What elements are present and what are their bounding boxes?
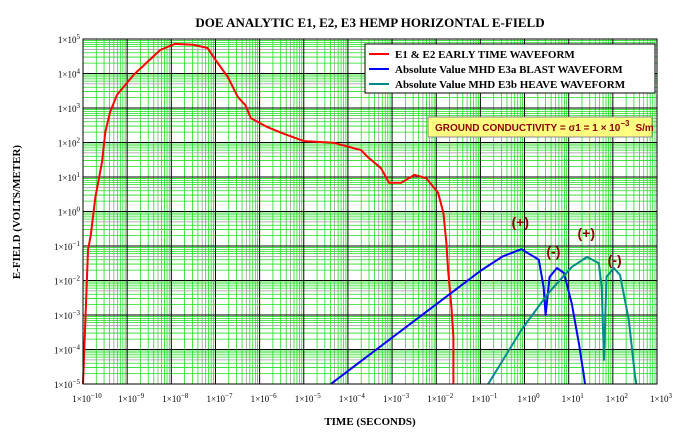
legend-label: E1 & E2 EARLY TIME WAVEFORM — [395, 49, 575, 61]
x-tick-label: 1×101 — [562, 392, 585, 404]
y-axis-label: E-FIELD (VOLTS/METER) — [11, 145, 23, 279]
x-tick-label: 1×10−2 — [427, 392, 454, 404]
x-tick-label: 1×100 — [517, 392, 540, 404]
y-tick-label: 1×10−1 — [54, 240, 81, 252]
conductivity-text: GROUND CONDUCTIVITY = σ1 = 1 × 10−3 S/m — [435, 119, 654, 134]
x-axis-label: TIME (SECONDS) — [324, 416, 416, 428]
y-tick-label: 1×102 — [58, 137, 81, 149]
legend-label: Absolute Value MHD E3a BLAST WAVEFORM — [395, 64, 623, 76]
y-tick-label: 1×103 — [58, 102, 81, 114]
x-tick-label: 1×10−6 — [251, 392, 278, 404]
y-tick-label: 1×101 — [58, 171, 81, 183]
x-tick-label: 1×10−8 — [162, 392, 189, 404]
x-tick-label: 1×10−3 — [383, 392, 410, 404]
y-tick-label: 1×100 — [58, 206, 81, 218]
series-group — [82, 42, 638, 385]
x-tick-label: 1×10−5 — [295, 392, 322, 404]
conductivity-box — [427, 116, 653, 138]
conductivity-note: GROUND CONDUCTIVITY = σ1 = 1 × 10−3 S/m — [427, 116, 654, 138]
annotation-label: (-) — [546, 243, 560, 259]
y-tick-label: 1×10−2 — [54, 275, 81, 287]
y-tick-label: 1×10−4 — [54, 344, 81, 356]
annotation-label: (-) — [608, 252, 622, 268]
legend-box — [364, 43, 656, 94]
x-tick-label: 1×102 — [606, 392, 629, 404]
y-tick-label: 1×104 — [58, 68, 81, 80]
annotations: (+) (-) (+) (-) — [512, 214, 622, 268]
x-tick-label: 1×103 — [650, 392, 673, 404]
x-tick-label: 1×10−7 — [206, 392, 233, 404]
y-tick-label: 1×10−5 — [54, 378, 81, 390]
series-line-1 — [82, 42, 455, 385]
plot-border — [82, 38, 658, 385]
tick-labels: 1×10−10 1×10−9 1×10−8 1×10−7 1×10−6 1×10−5 1×1… — [54, 33, 673, 404]
y-tick-label: 1×10−3 — [54, 309, 81, 321]
legend: E1 & E2 EARLY TIME WAVEFORM Absolute Valu… — [364, 43, 656, 94]
y-tick-label: 1×105 — [58, 33, 81, 45]
x-tick-label: 1×10−4 — [339, 392, 366, 404]
x-tick-label: 1×10−9 — [118, 392, 145, 404]
x-tick-label: 1×10−10 — [72, 392, 102, 404]
x-tick-label: 1×10−1 — [471, 392, 498, 404]
legend-label: Absolute Value MHD E3b HEAVE WAVEFORM — [395, 79, 626, 91]
chart-title: DOE ANALYTIC E1, E2, E3 HEMP HORIZONTAL … — [195, 15, 544, 30]
annotation-label: (+) — [578, 225, 596, 241]
series-line-3 — [487, 256, 638, 385]
annotation-label: (+) — [512, 214, 530, 230]
series-line-2 — [330, 248, 586, 385]
